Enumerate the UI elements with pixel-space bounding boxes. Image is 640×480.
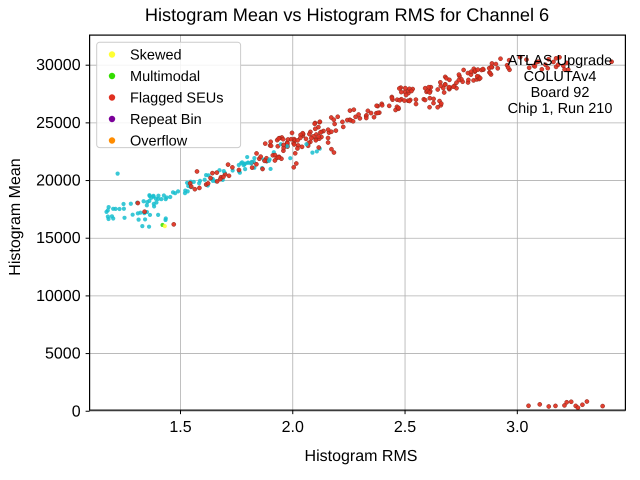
svg-text:Multimodal: Multimodal (130, 69, 200, 85)
svg-text:Repeat Bin: Repeat Bin (130, 112, 202, 128)
svg-text:25000: 25000 (36, 115, 81, 132)
svg-text:2.5: 2.5 (394, 419, 416, 436)
svg-text:Board 92: Board 92 (531, 85, 590, 101)
svg-text:COLUTAv4: COLUTAv4 (524, 69, 597, 85)
svg-text:5000: 5000 (45, 346, 81, 363)
svg-text:10000: 10000 (36, 288, 81, 305)
svg-text:20000: 20000 (36, 173, 81, 190)
svg-text:Chip 1, Run 210: Chip 1, Run 210 (508, 101, 613, 117)
svg-text:Histogram Mean vs Histogram RM: Histogram Mean vs Histogram RMS for Chan… (145, 5, 549, 25)
svg-text:Overflow: Overflow (130, 134, 188, 150)
svg-text:0: 0 (72, 403, 81, 420)
svg-text:30000: 30000 (36, 57, 81, 74)
svg-text:Histogram RMS: Histogram RMS (305, 448, 418, 465)
svg-text:Flagged SEUs: Flagged SEUs (130, 91, 224, 107)
svg-text:1.5: 1.5 (169, 419, 191, 436)
svg-text:ATLAS Upgrade: ATLAS Upgrade (508, 53, 613, 69)
svg-text:3.0: 3.0 (506, 419, 528, 436)
svg-text:Histogram Mean: Histogram Mean (7, 158, 24, 275)
svg-text:2.0: 2.0 (282, 419, 304, 436)
svg-text:Skewed: Skewed (130, 48, 182, 64)
svg-text:15000: 15000 (36, 230, 81, 247)
